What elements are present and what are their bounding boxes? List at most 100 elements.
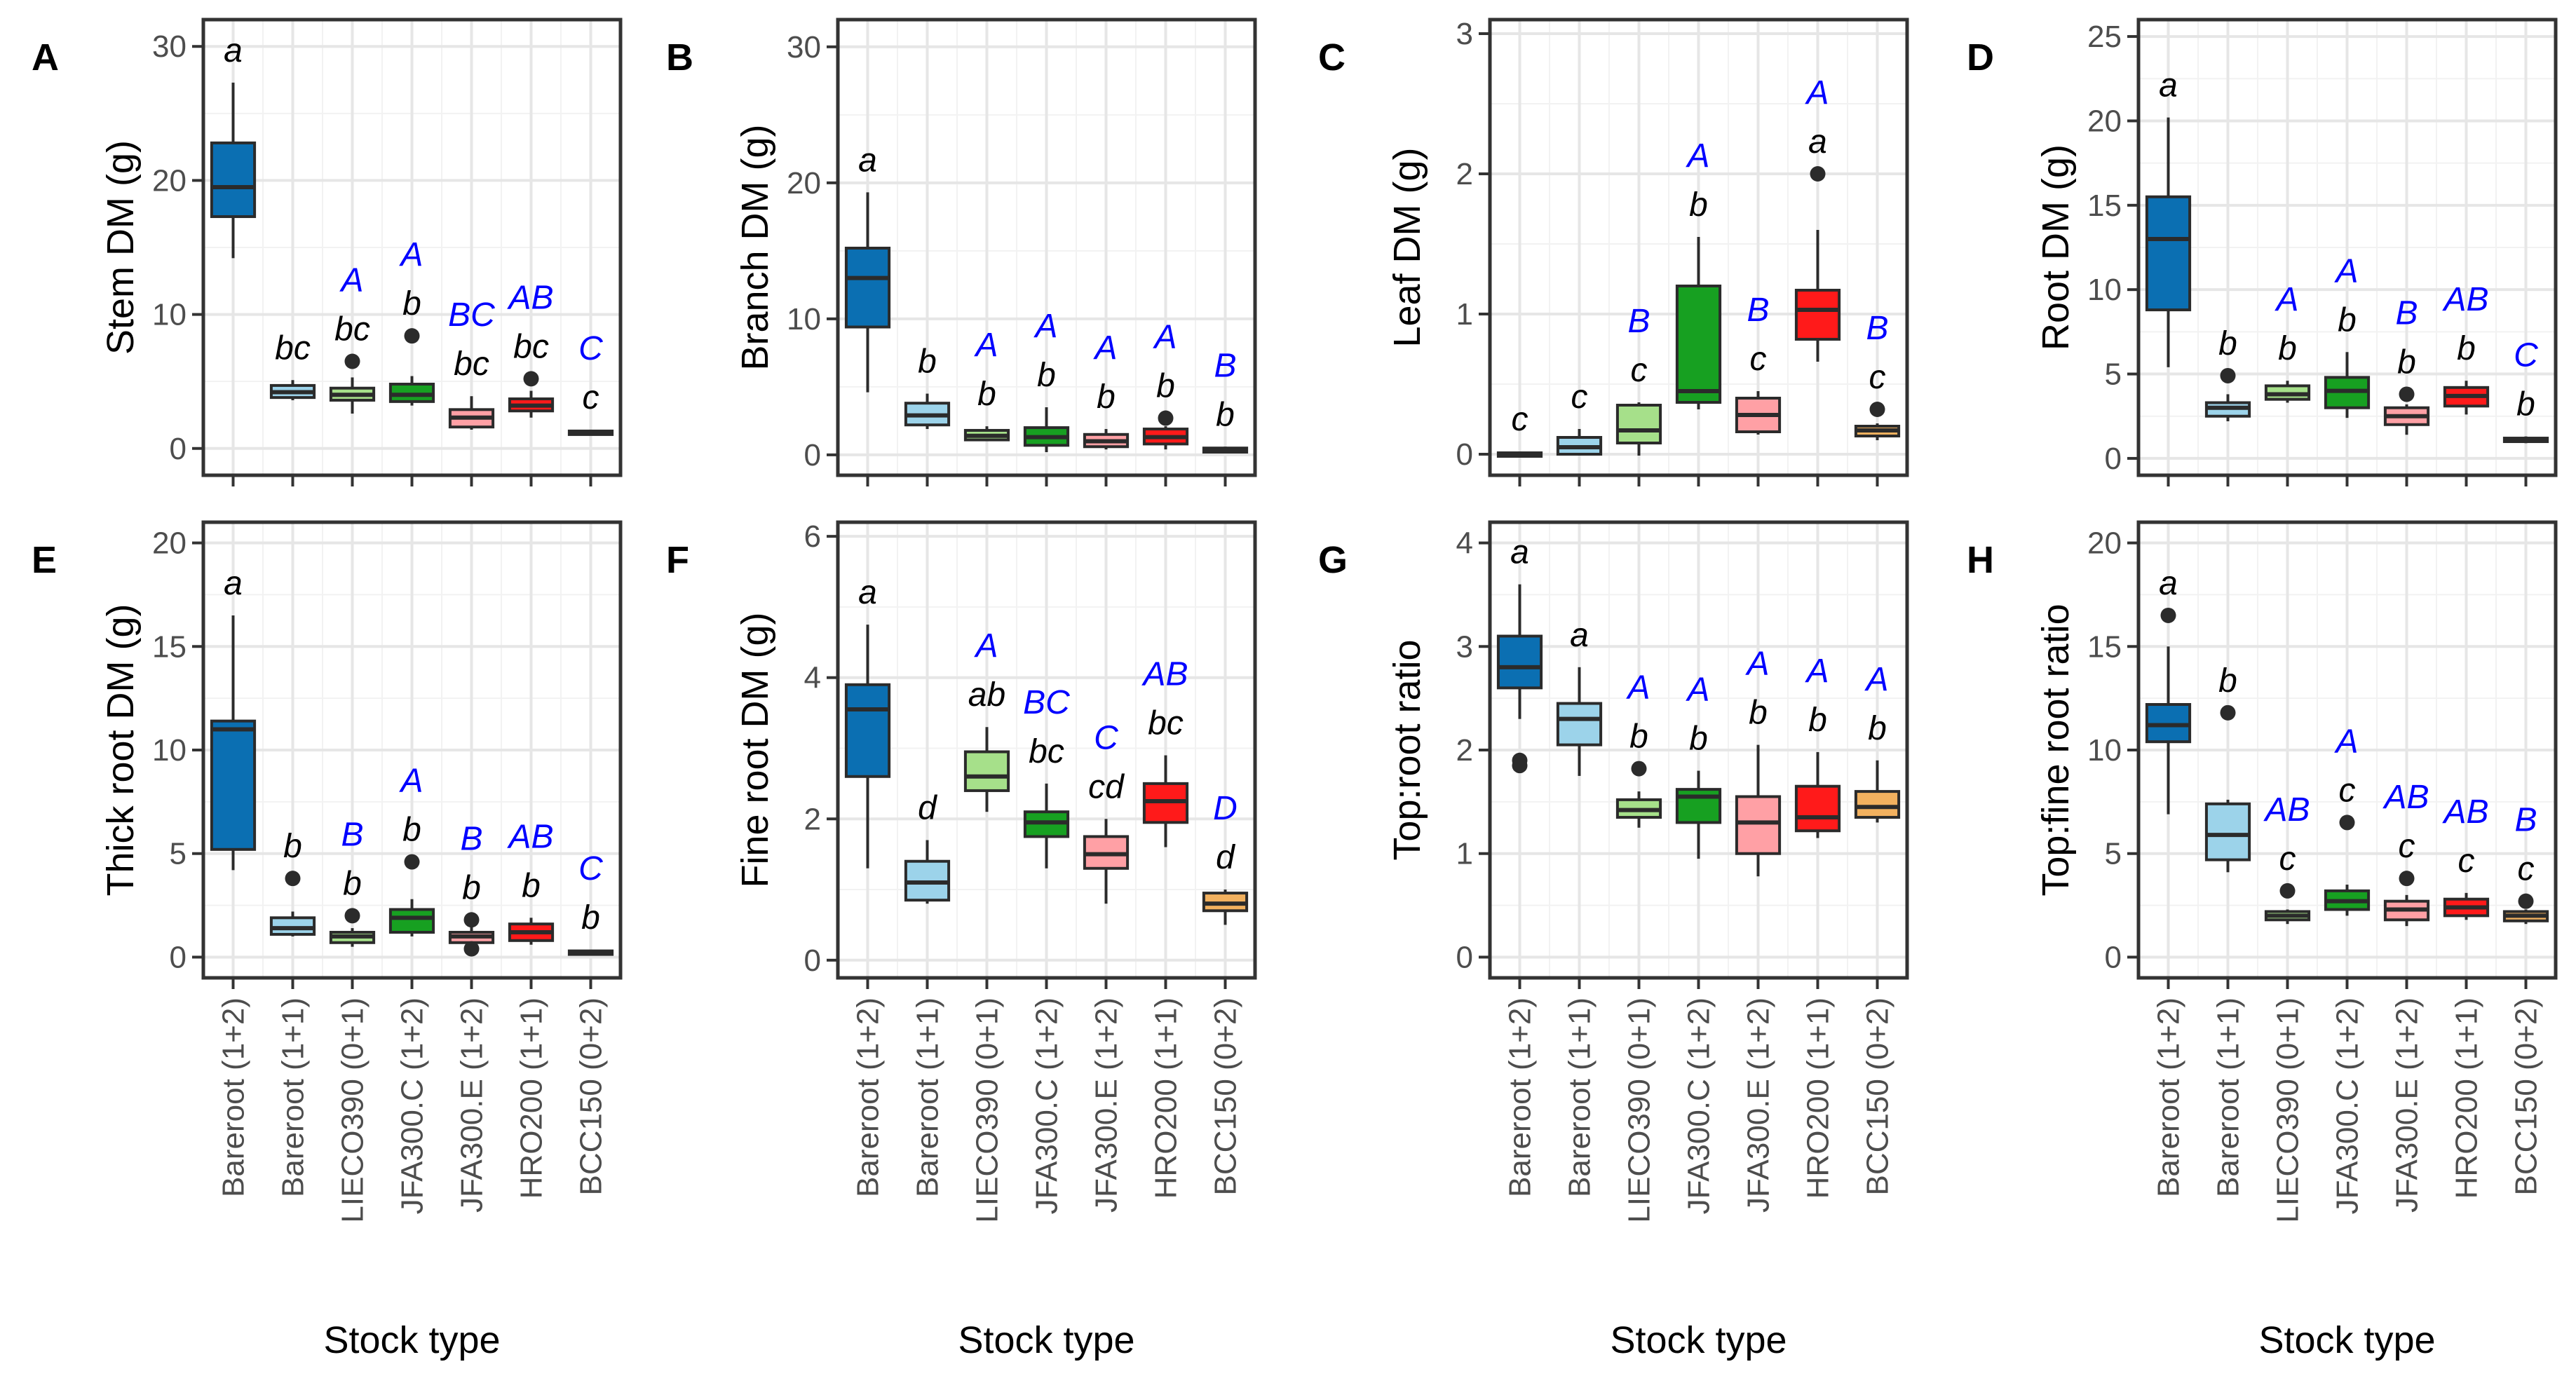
panel-g-ytick-label: 0 — [1456, 940, 1473, 974]
panel-c-tag: C — [1318, 36, 1345, 79]
panel-d-sig-lower: b — [2457, 330, 2476, 367]
panel-a-box-6: bc AB — [506, 279, 555, 418]
panel-f-xtick-label: JFA300.C (1+2) — [1030, 997, 1064, 1214]
panel-d-sig-upper: C — [2514, 337, 2538, 374]
panel-f-xtick-label: Bareroot (1+1) — [911, 997, 945, 1197]
panel-h-box-2: b — [2204, 662, 2251, 873]
panel-c-outlier — [1810, 166, 1826, 182]
panel-a-ytick-label: 30 — [152, 29, 187, 64]
panel-h-sig-upper: B — [2514, 802, 2537, 839]
panel-b-box-3: bA — [963, 327, 1010, 442]
panel-f-sig-upper: AB — [1141, 656, 1188, 693]
panel-g-ytick-label: 3 — [1456, 629, 1473, 664]
panel-c-sig-upper: A — [1804, 74, 1829, 111]
panel-h-ytick-label: 15 — [2087, 629, 2122, 664]
panel-b-sig-lower: b — [918, 343, 937, 381]
panel-c-sig-lower: c — [1869, 359, 1886, 396]
panel-c-sig-lower: c — [1571, 379, 1588, 416]
panel-b-ytick-label: 30 — [787, 30, 821, 64]
panel-a-sig-lower: a — [224, 32, 243, 69]
panel-b-box-body — [844, 246, 891, 329]
panel-g-ytick-label: 2 — [1456, 733, 1473, 768]
panel-h-sig-lower: a — [2159, 565, 2178, 602]
panel-d-ylabel: Root DM (g) — [2035, 144, 2077, 350]
panel-h-xtick-label: Bareroot (1+1) — [2211, 997, 2246, 1197]
panel-g-xtick-label: Bareroot (1+2) — [1503, 997, 1538, 1197]
panel-g-sig-upper: A — [1744, 646, 1769, 683]
panel-f-box-6: bc AB — [1141, 656, 1189, 847]
panel-g-sig-lower: b — [1868, 710, 1887, 747]
panel-f-ytick-label: 4 — [804, 661, 821, 695]
panel-d-box-1: a — [2145, 67, 2192, 367]
panel-g-box-1: a — [1496, 534, 1543, 774]
panel-b-ylabel: Branch DM (g) — [734, 124, 776, 370]
panel-f-xtick-label: HRO200 (1+1) — [1149, 997, 1184, 1199]
panel-h-outlier — [2220, 704, 2236, 721]
panel-g-sig-lower: b — [1808, 702, 1827, 739]
panel-g-ylabel: Top:root ratio — [1386, 639, 1428, 860]
panel-c-ytick-label: 0 — [1456, 437, 1473, 472]
panel-a-ylabel: Stem DM (g) — [100, 140, 142, 355]
panel-b-sig-lower: b — [1037, 357, 1056, 394]
panel-h-sig-upper: A — [2333, 723, 2358, 760]
panel-h-sig-lower: c — [2279, 840, 2296, 878]
panel-h-box-body — [2204, 802, 2251, 861]
panel-c-sig-upper: B — [1627, 303, 1650, 340]
panel-d-sig-upper: B — [2395, 294, 2418, 332]
panel-f-ytick-label: 0 — [804, 943, 821, 978]
panel-g-outlier — [1631, 761, 1647, 777]
panel-g-xtick-label: JFA300.E (1+2) — [1742, 997, 1776, 1213]
panel-d-box-3: bA — [2264, 281, 2311, 403]
panel-c-sig-upper: A — [1685, 137, 1709, 175]
panel-a-ytick-label: 20 — [152, 163, 187, 198]
panel-d-sig-upper: AB — [2441, 281, 2488, 318]
panel-h-sig-lower: b — [2218, 662, 2237, 700]
panel-a-tag: A — [32, 36, 59, 79]
panel-c-box-7: cB — [1854, 310, 1901, 440]
panel-e-box-6: b AB — [506, 818, 555, 945]
panel-g-sig-upper: A — [1685, 672, 1709, 709]
panel-e-sig-upper: B — [460, 820, 482, 857]
panel-c-box-5: cB — [1735, 292, 1782, 435]
panel-g-box-7: bA — [1854, 661, 1901, 823]
panel-f-box-7: dD — [1202, 790, 1249, 925]
panel-e-sig-lower: b — [522, 867, 541, 904]
panel-d-ytick-label: 15 — [2087, 189, 2122, 223]
panel-a-box-5: bc BC — [448, 297, 495, 430]
panel-e-sig-upper: A — [398, 763, 423, 800]
panel-b-box-5: bA — [1083, 329, 1130, 450]
panel-f-xtick-label: Bareroot (1+2) — [851, 997, 886, 1197]
panel-b-box-1: a — [844, 142, 891, 393]
panel-h-box-6: c AB — [2441, 793, 2490, 920]
panel-f-sig-upper: A — [973, 627, 998, 665]
panel-h-sig-lower: c — [2339, 772, 2356, 809]
panel-f-xtick-label: BCC150 (0+2) — [1209, 997, 1243, 1195]
panel-f-ytick-label: 6 — [804, 519, 821, 554]
panel-e-sig-lower: b — [343, 865, 362, 902]
panel-e-sig-lower: b — [581, 899, 600, 936]
panel-g-box-5: bA — [1735, 646, 1782, 877]
panel-c-box-2: c — [1556, 379, 1603, 456]
panel-b-sig-lower: a — [858, 142, 877, 179]
panel-e-ytick-label: 5 — [170, 837, 187, 871]
panel-d-ytick-label: 25 — [2087, 20, 2122, 54]
panel-h-outlier — [2339, 815, 2355, 831]
panel-g-box-body — [1556, 702, 1603, 747]
panel-e-ytick-label: 10 — [152, 733, 187, 768]
panel-g-xtick-label: HRO200 (1+1) — [1801, 997, 1836, 1199]
panel-a-sig-lower: bc — [513, 328, 549, 365]
panel-h-ytick-label: 20 — [2087, 526, 2122, 561]
panel-a-sig-upper: BC — [448, 297, 495, 334]
panel-d-box-7: bC — [2502, 337, 2549, 444]
panel-f-sig-lower: bc — [1148, 705, 1184, 742]
panel-g-box-body — [1496, 634, 1543, 690]
panel-c-box-6: aA — [1794, 74, 1841, 362]
panel-d-sig-lower: b — [2278, 330, 2297, 367]
panel-a-outlier — [523, 371, 539, 387]
panel-e-xtick-label: Bareroot (1+2) — [217, 997, 251, 1197]
panel-e-outlier — [463, 941, 480, 957]
